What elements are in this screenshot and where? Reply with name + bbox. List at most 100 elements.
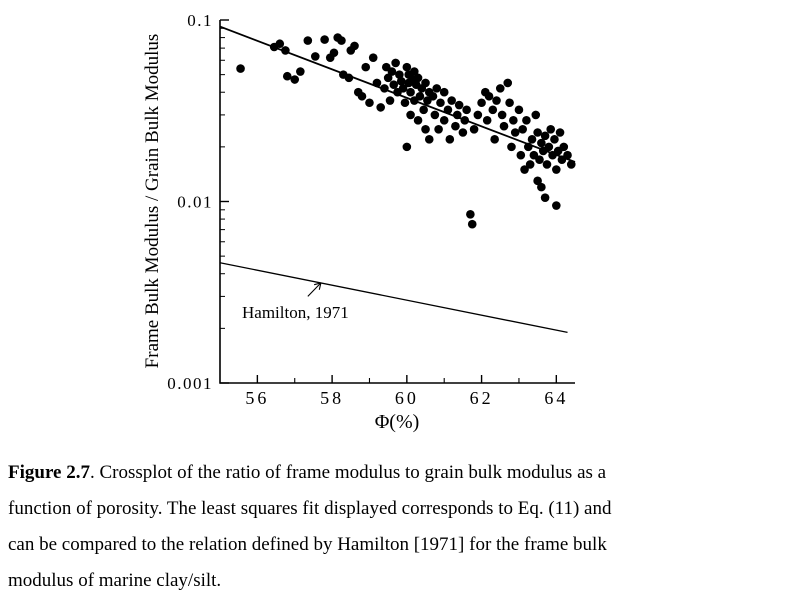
scatter-point — [507, 142, 516, 152]
scatter-point — [398, 84, 408, 93]
x-tick-label: 60 — [395, 388, 419, 408]
x-tick-label: 56 — [245, 388, 269, 408]
scatter-point — [383, 73, 393, 83]
scatter-point — [525, 160, 535, 169]
scatter-point — [520, 165, 529, 174]
scatter-point — [552, 165, 561, 174]
scatter-point — [544, 142, 554, 152]
scatter-point — [458, 128, 468, 137]
caption-line: function of porosity. The least squares … — [8, 498, 612, 519]
scatter-point — [533, 128, 542, 137]
caption-figure-label: Figure 2.7 — [8, 462, 90, 483]
scatter-point — [559, 142, 569, 152]
scatter-point — [361, 62, 371, 72]
scatter-point — [454, 100, 464, 110]
scatter-point — [473, 110, 483, 120]
figure-caption: Figure 2.7. Crossplot of the ratio of fr… — [8, 455, 792, 594]
scatter-point — [522, 116, 531, 125]
caption-line: can be compared to the relation defined … — [8, 534, 607, 555]
scatter-point — [495, 84, 505, 93]
scatter-point — [490, 135, 499, 144]
scatter-point — [402, 62, 412, 72]
scatter-point — [368, 53, 378, 62]
scatter-point — [563, 150, 572, 160]
scatter-point — [523, 142, 533, 152]
crossplot-chart: 56 58 60 62 64 0.001 0.01 0.1 Frame Bulk Modulu… — [142, 11, 576, 433]
scatter-point — [462, 105, 471, 115]
scatter-point — [447, 96, 456, 105]
scatter-point — [389, 80, 399, 90]
scatter-point — [372, 78, 382, 88]
scatter-point — [466, 210, 475, 219]
scatter-point — [542, 160, 552, 169]
scatter-point — [432, 84, 442, 93]
scatter-point — [460, 116, 470, 125]
annotation-arrow-head — [318, 282, 322, 290]
scatter-point — [410, 67, 419, 76]
x-tick-label: 62 — [470, 388, 494, 408]
scatter-point — [499, 121, 509, 131]
x-tick-label: 58 — [320, 388, 344, 408]
hamilton-line — [219, 262, 568, 334]
scatter-point — [303, 36, 313, 45]
scatter-point — [376, 103, 385, 112]
scatter-point — [391, 58, 400, 68]
scatter-point — [413, 73, 423, 83]
scatter-point — [540, 193, 550, 202]
scatter-point — [527, 135, 537, 144]
scatter-point — [421, 124, 430, 134]
scatter-point — [503, 78, 513, 88]
scatter-point — [546, 124, 556, 134]
scatter-point — [329, 48, 339, 58]
hamilton-annotation-label: Hamilton, 1971 — [242, 303, 349, 322]
scatter-point — [290, 75, 300, 84]
scatter-point — [387, 67, 397, 76]
scatter-point — [344, 73, 354, 83]
scatter-point — [452, 110, 462, 120]
scatter-point — [443, 105, 453, 115]
scatter-point — [484, 91, 494, 101]
scatter-point — [555, 128, 565, 137]
scatter-point — [531, 110, 541, 120]
scatter-point — [451, 121, 460, 131]
scatter-point — [406, 110, 415, 120]
y-tick-label: 0.001 — [167, 374, 213, 393]
scatter-point — [469, 124, 479, 134]
scatter-point — [434, 124, 443, 134]
scatter-point — [509, 116, 518, 125]
scatter-point — [477, 98, 486, 108]
scatter-point — [400, 98, 410, 108]
scatter-point — [535, 155, 544, 164]
scatter-point — [445, 135, 455, 144]
scatter-point — [540, 131, 550, 141]
scatter-point — [492, 96, 501, 105]
scatter-point — [275, 39, 285, 49]
scatter-point — [482, 116, 492, 125]
y-axis-title: Frame Bulk Modulus / Grain Bulk Modulus — [142, 34, 163, 369]
scatter-point — [505, 98, 514, 108]
caption-line: modulus of marine clay/silt. — [8, 570, 222, 591]
scatter-point — [281, 46, 290, 55]
annotation-arrow-shaft — [307, 282, 322, 297]
x-tick-label: 64 — [544, 388, 568, 408]
scatter-point — [406, 87, 415, 97]
x-axis-title: Φ(%) — [375, 411, 420, 433]
scatter-point — [337, 36, 346, 45]
scatter-point — [365, 98, 374, 108]
scatter-point — [320, 35, 329, 44]
chart-generated-layer: 56 58 60 62 64 0.001 0.01 0.1 — [167, 11, 576, 408]
scatter-point — [421, 78, 430, 88]
scatter-point — [350, 41, 359, 51]
scatter-point — [424, 135, 434, 144]
y-tick-label: 0.01 — [177, 193, 213, 212]
scatter-point — [436, 98, 445, 108]
scatter-point — [402, 142, 412, 152]
scatter-point — [533, 176, 542, 186]
scatter-point — [236, 64, 245, 73]
annotation-arrow-head — [313, 282, 322, 286]
scatter-point — [537, 138, 546, 148]
scatter-point — [428, 91, 438, 101]
scatter-point — [488, 105, 498, 115]
caption-line: Figure 2.7. Crossplot of the ratio of fr… — [8, 455, 792, 491]
scatter-point — [419, 105, 428, 115]
